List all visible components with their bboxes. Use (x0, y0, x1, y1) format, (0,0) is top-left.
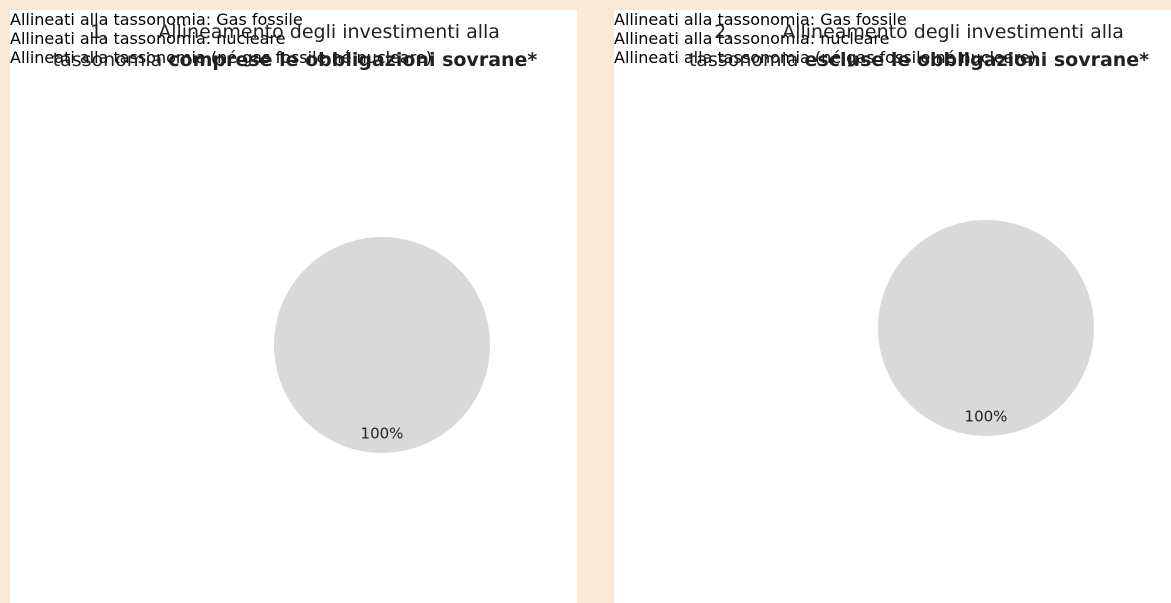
title-text: tassonomia (52, 49, 163, 71)
legend-label: Allineati alla tassonomia: Gas fossile (10, 10, 303, 29)
pie-slice (878, 220, 1094, 436)
legend-label: Allineati alla tassonomia: Gas fossile (614, 10, 907, 29)
title-number: 1. (90, 21, 109, 43)
data-label: 100% (965, 407, 1008, 425)
title-text: Allineamento degli investimenti alla (782, 21, 1124, 43)
pie-slice (274, 237, 490, 453)
pie-chart: 100% (274, 237, 490, 453)
legend-item: Allineati alla tassonomia: nucleare (10, 29, 577, 48)
title-bold: escluse le obbligazioni sovrane* (804, 49, 1150, 71)
legend-item: Allineati alla tassonomia: Gas fossile (614, 10, 1171, 29)
legend-item: Allineati alla tassonomia (né gas fossil… (10, 48, 577, 67)
chart-panel: 1. Allineamento degli investimenti alla ta… (10, 10, 577, 603)
legend-label: Allineati alla tassonomia: nucleare (10, 29, 286, 48)
legend-label: Allineati alla tassonomia (né gas fossil… (614, 48, 1037, 67)
title-line: 2. Allineamento degli investimenti alla (619, 18, 1171, 46)
legend-item: Allineati alla tassonomia: nucleare (614, 29, 1171, 48)
legend-item: Allineati alla tassonomia (né gas fossil… (614, 48, 1171, 67)
chart-panel: 2. Allineamento degli investimenti alla ta… (614, 10, 1171, 603)
title-text: Allineamento degli investimenti alla (158, 21, 500, 43)
pie-chart: 100% (878, 220, 1094, 436)
title-line: 1. Allineamento degli investimenti alla (10, 18, 577, 46)
legend-label: Allineati alla tassonomia: nucleare (614, 29, 890, 48)
data-label: 100% (361, 424, 404, 442)
title-number: 2. (714, 21, 733, 43)
title-text: tassonomia (688, 49, 799, 71)
legend-item: Allineati alla tassonomia: Gas fossile (10, 10, 577, 29)
title-line: tassonomia escluse le obbligazioni sovra… (619, 46, 1171, 74)
title-bold: comprese le obbligazioni sovrane* (168, 49, 538, 71)
chart-title: 1. Allineamento degli investimenti alla ta… (10, 18, 577, 74)
legend-label: Allineati alla tassonomia (né gas fossil… (10, 48, 433, 67)
chart-title: 2. Allineamento degli investimenti alla ta… (619, 18, 1171, 74)
title-line: tassonomia comprese le obbligazioni sovr… (10, 46, 577, 74)
